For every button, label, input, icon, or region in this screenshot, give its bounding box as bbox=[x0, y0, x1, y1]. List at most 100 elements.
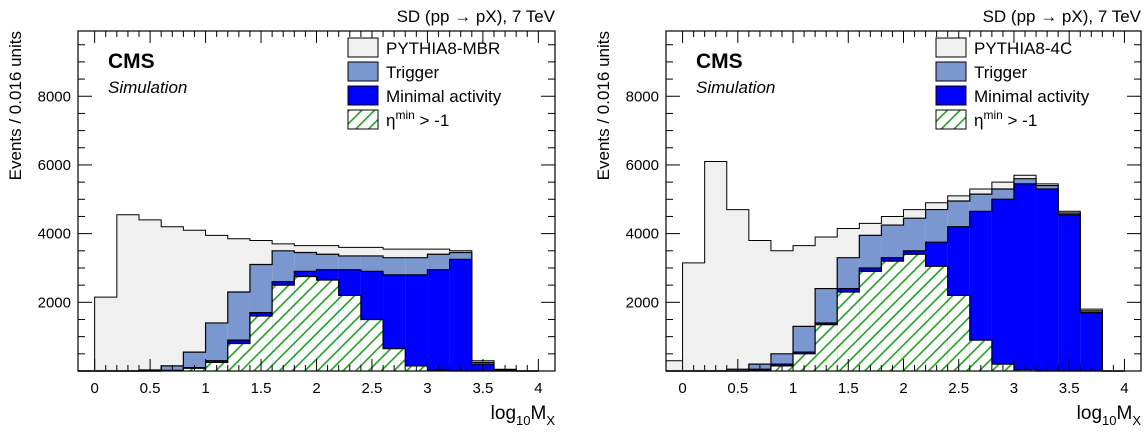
simulation-label: Simulation bbox=[696, 78, 775, 97]
x-tick-label: 4 bbox=[1120, 380, 1128, 397]
legend-text: η bbox=[974, 111, 983, 130]
legend-sup: min bbox=[983, 108, 1002, 122]
y-tick-label: 8000 bbox=[626, 88, 659, 105]
histogram-bar bbox=[683, 263, 705, 371]
legend-text: PYTHIA8-MBR bbox=[386, 39, 500, 58]
legend-text: Trigger bbox=[974, 63, 1028, 82]
legend-swatch-trig bbox=[348, 62, 378, 81]
legend-text: Minimal activity bbox=[974, 87, 1090, 106]
legend-tail: > -1 bbox=[1003, 111, 1038, 130]
histogram-bar bbox=[117, 215, 139, 371]
histogram-bar bbox=[904, 254, 926, 371]
x-tick-label: 3 bbox=[1010, 380, 1018, 397]
legend-label-eta: ηmin > -1 bbox=[974, 108, 1037, 130]
histogram-bar bbox=[139, 220, 161, 371]
histogram-bar bbox=[666, 361, 683, 371]
legend-swatch-trig bbox=[936, 62, 966, 81]
histogram-bar bbox=[749, 240, 771, 371]
y-tick-label: 6000 bbox=[38, 157, 71, 174]
histogram-bar bbox=[95, 297, 117, 371]
histogram-bar bbox=[427, 270, 449, 371]
histogram-bar bbox=[405, 275, 427, 371]
y-tick-label: 2000 bbox=[38, 294, 71, 311]
x-label-log: log bbox=[491, 403, 516, 424]
histogram-bar bbox=[1058, 215, 1080, 371]
y-tick-label: 4000 bbox=[626, 226, 659, 243]
histogram-bar bbox=[771, 251, 793, 371]
y-tick-label: 6000 bbox=[626, 157, 659, 174]
histogram-bar bbox=[183, 230, 205, 371]
x-label-sub-x: X bbox=[546, 413, 555, 428]
histogram-bar bbox=[317, 280, 339, 371]
x-label-m: M bbox=[1117, 403, 1133, 424]
histogram-bar bbox=[1014, 184, 1036, 371]
histogram-bar bbox=[815, 325, 837, 371]
histogram-bar bbox=[926, 266, 948, 371]
histogram-bar bbox=[1080, 313, 1102, 371]
legend-swatch-gen bbox=[348, 38, 378, 57]
legend-swatch-min bbox=[936, 86, 966, 105]
x-label-m: M bbox=[531, 403, 547, 424]
x-tick-label: 0.5 bbox=[727, 380, 748, 397]
x-label-sub-10: 10 bbox=[1102, 413, 1116, 428]
y-tick-label: 2000 bbox=[626, 294, 659, 311]
cms-label: CMS bbox=[108, 50, 155, 73]
legend-swatch-min bbox=[348, 86, 378, 105]
x-tick-label: 2.5 bbox=[948, 380, 969, 397]
legend-label-min: Minimal activity bbox=[386, 87, 502, 106]
legend-swatch-eta bbox=[936, 110, 966, 129]
legend-text: Minimal activity bbox=[386, 87, 502, 106]
x-tick-label: 3 bbox=[423, 380, 431, 397]
x-axis-label: log10MX bbox=[1077, 403, 1142, 428]
simulation-label: Simulation bbox=[108, 78, 187, 97]
legend-label-eta: ηmin > -1 bbox=[386, 108, 449, 130]
y-tick-label: 8000 bbox=[38, 88, 71, 105]
legend-swatch-eta bbox=[348, 110, 378, 129]
histogram-bar bbox=[272, 285, 294, 371]
histogram-bar bbox=[727, 210, 749, 371]
x-tick-label: 2.5 bbox=[362, 380, 383, 397]
legend-label-trig: Trigger bbox=[974, 63, 1028, 82]
histogram-bar bbox=[859, 271, 881, 371]
legend-label-gen: PYTHIA8-MBR bbox=[386, 39, 500, 58]
histogram-bar bbox=[161, 227, 183, 371]
chart-panel-2: 0 0.5 1 1.5 2 2.5 3 3.5 4 2000 4000 6000 8000 SD (pp … bbox=[594, 7, 1142, 428]
histogram-bar bbox=[294, 277, 316, 371]
x-tick-label: 0 bbox=[678, 380, 686, 397]
x-tick-label: 2 bbox=[899, 380, 907, 397]
cms-label: CMS bbox=[696, 50, 743, 73]
legend-label-min: Minimal activity bbox=[974, 87, 1090, 106]
legend-swatch-gen bbox=[936, 38, 966, 57]
x-tick-label: 1 bbox=[789, 380, 797, 397]
legend-label-trig: Trigger bbox=[386, 63, 440, 82]
x-tick-label: 0 bbox=[90, 380, 98, 397]
legend-text: Trigger bbox=[386, 63, 440, 82]
x-tick-label: 3.5 bbox=[1059, 380, 1080, 397]
histogram-bar bbox=[881, 261, 903, 371]
legend-tail: > -1 bbox=[415, 111, 450, 130]
histogram-bar bbox=[1036, 189, 1058, 371]
legend-text: η bbox=[386, 111, 395, 130]
x-tick-label: 0.5 bbox=[140, 380, 161, 397]
histogram-bar bbox=[992, 199, 1014, 371]
x-tick-label: 1.5 bbox=[838, 380, 859, 397]
y-tick-label: 4000 bbox=[38, 226, 71, 243]
y-axis-label: Events / 0.016 units bbox=[6, 31, 25, 180]
panel-header: SD (pp → pX), 7 TeV bbox=[983, 7, 1142, 26]
y-axis-label: Events / 0.016 units bbox=[594, 31, 613, 180]
x-label-sub-x: X bbox=[1132, 413, 1141, 428]
histogram-bar bbox=[450, 259, 472, 371]
x-label-sub-10: 10 bbox=[516, 413, 530, 428]
x-tick-label: 4 bbox=[534, 380, 542, 397]
x-label-log: log bbox=[1077, 403, 1102, 424]
x-tick-label: 1.5 bbox=[251, 380, 272, 397]
histogram-bar bbox=[339, 295, 361, 371]
x-tick-label: 3.5 bbox=[472, 380, 493, 397]
x-tick-label: 1 bbox=[201, 380, 209, 397]
legend-text: PYTHIA8-4C bbox=[974, 39, 1072, 58]
legend-sup: min bbox=[395, 108, 414, 122]
legend-label-gen: PYTHIA8-4C bbox=[974, 39, 1072, 58]
